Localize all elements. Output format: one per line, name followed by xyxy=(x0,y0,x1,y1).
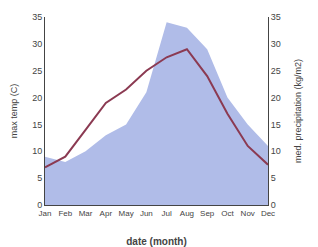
svg-text:0: 0 xyxy=(271,200,276,210)
svg-text:Sep: Sep xyxy=(200,209,215,218)
svg-text:med. precipitation (kg/m2): med. precipitation (kg/m2) xyxy=(293,59,303,163)
svg-text:10: 10 xyxy=(271,146,281,156)
svg-text:May: May xyxy=(119,209,134,218)
svg-text:0: 0 xyxy=(37,200,42,210)
svg-text:35: 35 xyxy=(271,12,281,22)
svg-text:10: 10 xyxy=(32,146,42,156)
svg-text:5: 5 xyxy=(271,173,276,183)
svg-text:Aug: Aug xyxy=(180,209,194,218)
svg-text:Jun: Jun xyxy=(140,209,153,218)
svg-text:25: 25 xyxy=(271,66,281,76)
svg-text:5: 5 xyxy=(37,173,42,183)
svg-text:15: 15 xyxy=(32,120,42,130)
svg-text:35: 35 xyxy=(32,12,42,22)
svg-text:max temp (C): max temp (C) xyxy=(9,84,19,139)
svg-text:25: 25 xyxy=(32,66,42,76)
svg-text:date (month): date (month) xyxy=(126,236,187,247)
svg-text:Jan: Jan xyxy=(39,209,52,218)
svg-text:30: 30 xyxy=(271,39,281,49)
svg-text:20: 20 xyxy=(271,93,281,103)
svg-text:30: 30 xyxy=(32,39,42,49)
svg-text:15: 15 xyxy=(271,120,281,130)
svg-text:20: 20 xyxy=(32,93,42,103)
svg-text:Apr: Apr xyxy=(100,209,113,218)
svg-text:Nov: Nov xyxy=(241,209,255,218)
svg-text:Jul: Jul xyxy=(162,209,172,218)
svg-text:Mar: Mar xyxy=(79,209,93,218)
svg-text:Oct: Oct xyxy=(221,209,234,218)
svg-text:Dec: Dec xyxy=(261,209,275,218)
svg-text:Feb: Feb xyxy=(58,209,72,218)
